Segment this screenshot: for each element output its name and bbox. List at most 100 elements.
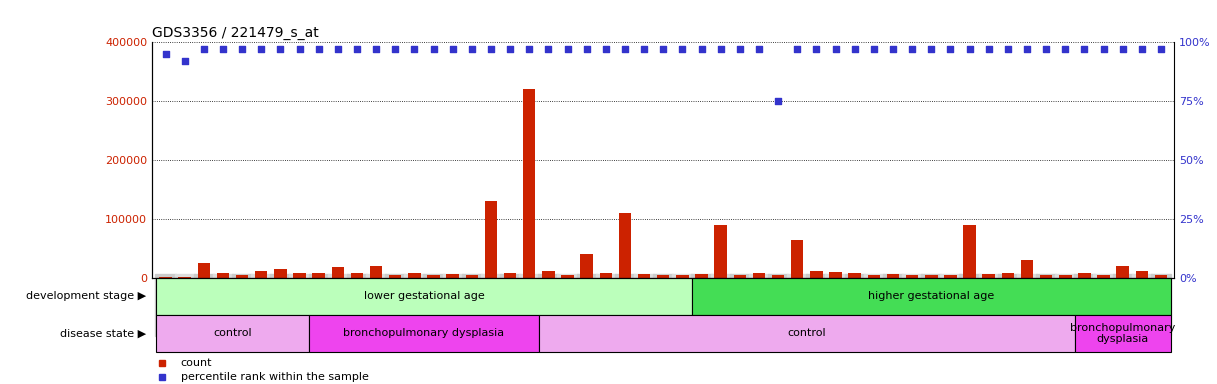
Bar [1039,275,1053,278]
Bar [1116,266,1129,278]
Text: control: control [787,328,826,338]
Point [424,46,443,52]
Bar [217,273,229,278]
Point [634,46,654,52]
Bar [313,273,325,278]
Point [921,46,941,52]
Bar [1059,275,1071,278]
Point [309,46,329,52]
Bar [848,273,860,278]
Bar [543,271,555,278]
Point [539,46,559,52]
Point [366,46,386,52]
Bar [925,275,937,278]
Point [845,46,864,52]
Bar [1002,273,1014,278]
Bar [447,274,459,278]
Bar [484,201,498,278]
Bar [427,275,439,278]
Bar [408,273,421,278]
Bar [274,269,287,278]
Point [1151,46,1171,52]
Point [787,46,807,52]
Point [1114,46,1133,52]
Bar [1098,275,1110,278]
Point [290,46,309,52]
Bar [905,275,919,278]
Bar [179,277,191,278]
Point [596,46,616,52]
Bar [523,89,535,278]
Bar [677,275,689,278]
Bar [638,274,650,278]
Point [443,46,462,52]
Bar [156,315,309,352]
Point [213,46,232,52]
Point [884,46,903,52]
Text: bronchopulmonary
dysplasia: bronchopulmonary dysplasia [1070,323,1176,344]
Bar [887,274,899,278]
Point [730,46,750,52]
Bar [331,267,344,278]
Bar [293,273,305,278]
Bar [714,225,727,278]
Point [329,46,348,52]
Point [654,46,673,52]
Text: development stage ▶: development stage ▶ [26,291,146,301]
Bar [256,271,268,278]
Text: bronchopulmonary dysplasia: bronchopulmonary dysplasia [343,328,505,338]
Point [711,46,730,52]
Point [577,46,596,52]
Text: lower gestational age: lower gestational age [364,291,484,301]
Bar [618,213,632,278]
Bar [753,273,765,278]
Bar [466,275,478,278]
Point [978,46,998,52]
Point [500,46,520,52]
Point [1037,46,1056,52]
Bar [695,274,708,278]
Point [347,46,366,52]
Bar [389,275,402,278]
Point [194,46,213,52]
Point [1055,46,1075,52]
Bar [159,276,172,278]
Point [826,46,846,52]
Point [750,46,769,52]
Bar [772,275,784,278]
Point [960,46,980,52]
Point [768,98,787,104]
Bar [350,273,363,278]
Bar [504,273,516,278]
Bar [829,272,842,278]
Point [232,46,252,52]
Bar [309,315,539,352]
Bar [657,275,669,278]
Point [386,46,405,52]
Point [156,51,175,57]
Point [270,46,290,52]
Bar [197,263,211,278]
Point [691,46,711,52]
Point [941,46,960,52]
Point [520,46,539,52]
Point [481,46,500,52]
Point [616,46,635,52]
Point [673,46,692,52]
Bar [944,275,957,278]
Point [175,58,195,64]
Point [252,46,271,52]
Point [902,46,921,52]
Bar [1078,273,1090,278]
Bar [561,275,573,278]
Bar [539,315,1075,352]
Text: GDS3356 / 221479_s_at: GDS3356 / 221479_s_at [152,26,319,40]
Point [1132,46,1151,52]
Bar [964,225,976,278]
Text: higher gestational age: higher gestational age [868,291,994,301]
Point [462,46,482,52]
Bar [156,278,692,315]
Bar [734,275,746,278]
Bar [811,271,823,278]
Text: count: count [181,358,212,368]
